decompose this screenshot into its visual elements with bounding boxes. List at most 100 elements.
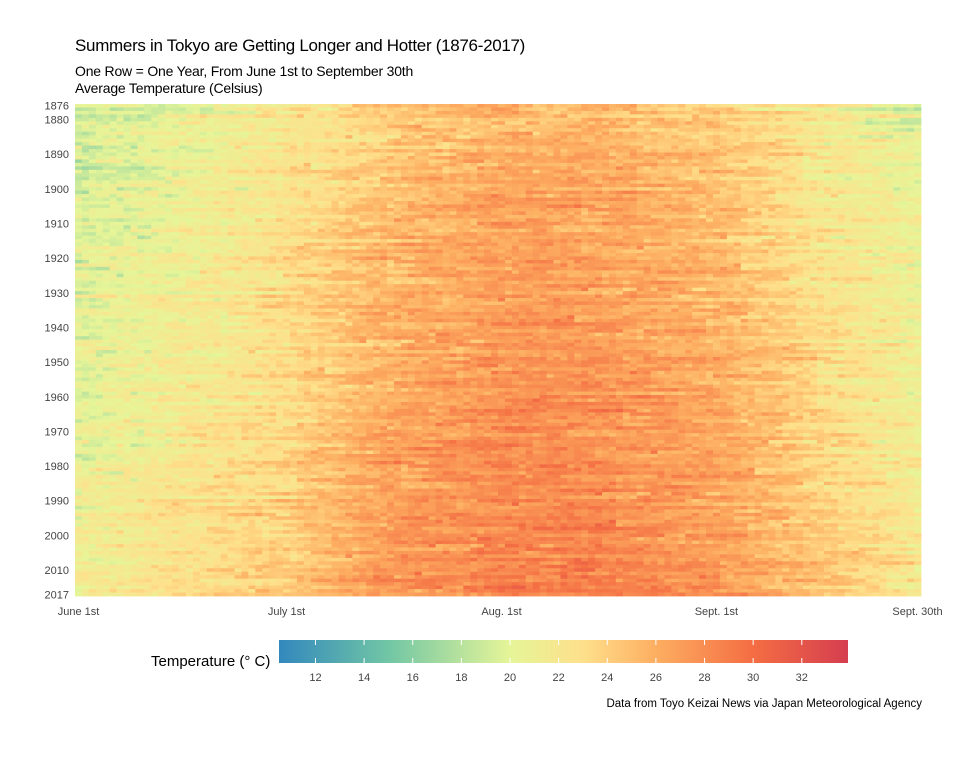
heatmap-cell [75,214,83,219]
heatmap-cell [81,207,90,212]
heatmap-cell [421,135,430,140]
heatmap-cell [907,145,915,150]
heatmap-cell [88,183,97,188]
heatmap-cell [75,121,83,126]
heatmap-cell [324,135,332,140]
heatmap-cell [525,190,534,195]
heatmap-cell [400,242,409,247]
heatmap-cell [803,155,811,160]
heatmap-cell [102,204,111,209]
heatmap-cell [865,145,873,150]
heatmap-cell [636,187,645,192]
heatmap-cell [851,204,859,209]
heatmap-cell [345,242,353,247]
heatmap-cell [872,128,880,133]
heatmap-cell [650,232,658,237]
heatmap-cell [477,242,485,247]
heatmap-cell [366,169,374,174]
heatmap-cell [116,169,124,174]
heatmap-cell [262,242,270,247]
heatmap-cell [754,194,762,198]
heatmap-cell [629,207,638,212]
heatmap-cell [914,187,922,192]
heatmap-cell [865,225,873,230]
heatmap-cell [650,183,658,188]
heatmap-cell [810,107,818,112]
heatmap-cell [484,225,492,230]
heatmap-cell [650,235,658,240]
heatmap-cell [560,176,568,181]
heatmap-cell [421,197,430,202]
heatmap-cell [75,142,83,146]
heatmap-cell [761,235,769,240]
heatmap-cell [442,197,450,202]
heatmap-cell [338,162,346,167]
heatmap-cell [407,183,416,188]
heatmap-cell [130,155,138,160]
heatmap-cell [560,169,568,174]
heatmap-cell [400,145,409,150]
heatmap-cell [234,211,242,216]
heatmap-cell [796,214,804,219]
heatmap-cell [518,110,527,115]
heatmap-cell [75,110,83,115]
heatmap-cell [879,207,887,212]
heatmap-cell [685,221,693,226]
heatmap-cell [643,104,651,108]
heatmap-cell [116,131,124,136]
heatmap-cell [823,190,832,195]
heatmap-cell [206,201,215,205]
heatmap-cell [88,142,97,146]
heatmap-cell [608,242,617,247]
heatmap-cell [872,152,880,157]
heatmap-cell [241,239,249,243]
heatmap-cell [685,176,693,181]
heatmap-cell [525,169,534,174]
heatmap-cell [283,214,291,219]
heatmap-cell [137,194,145,198]
heatmap-cell [317,190,326,195]
heatmap-cell [796,211,804,216]
heatmap-cell [317,155,326,160]
heatmap-cell [574,207,582,212]
heatmap-cell [754,104,762,108]
heatmap-cell [733,169,742,174]
heatmap-cell [289,211,298,216]
heatmap-cell [199,138,208,143]
heatmap-cell [823,124,832,129]
heatmap-cell [81,121,90,126]
heatmap-cell [643,169,651,174]
heatmap-cell [95,152,104,157]
heatmap-cell [352,214,360,219]
heatmap-cell [463,176,471,181]
heatmap-cell [380,187,388,192]
heatmap-cell [851,183,859,188]
heatmap-cell [581,218,589,223]
heatmap-cell [844,221,853,226]
heatmap-cell [456,135,464,140]
heatmap-cell [75,242,83,247]
heatmap-cell [414,155,423,160]
heatmap-cell [179,169,187,174]
heatmap-cell [608,135,617,140]
heatmap-cell [851,121,859,126]
heatmap-cell [622,121,631,126]
heatmap-cell [532,128,540,133]
heatmap-cell [581,149,589,153]
heatmap-cell [726,242,735,247]
heatmap-cell [900,235,908,240]
heatmap-cell [359,211,367,216]
heatmap-cell [213,207,222,212]
heatmap-cell [102,114,111,119]
heatmap-cell [754,131,762,136]
heatmap-cell [685,232,693,237]
heatmap-cell [844,183,853,188]
heatmap-cell [95,169,104,174]
heatmap-cell [179,110,187,115]
heatmap-cell [643,221,651,226]
heatmap-cell [608,149,617,153]
heatmap-cell [664,145,672,150]
heatmap-cell [692,162,700,167]
heatmap-cell [449,207,457,212]
heatmap-cell [796,124,804,129]
